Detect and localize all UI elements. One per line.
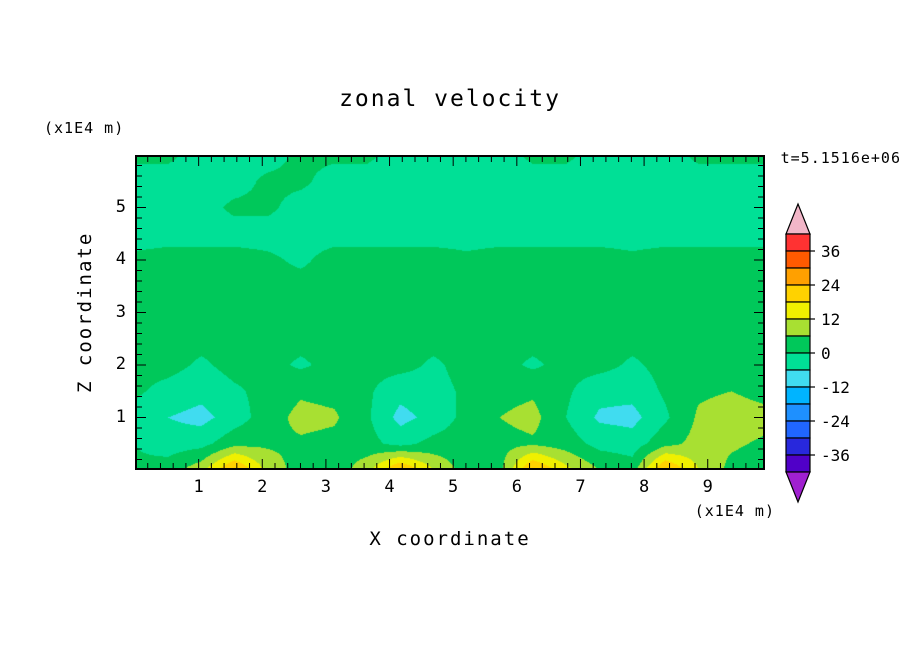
x-tick-label: 8 [638, 477, 650, 497]
colorbar-segment [785, 420, 811, 439]
colorbar-segment [785, 318, 811, 337]
contour-field [135, 155, 765, 470]
colorbar-segment [785, 335, 811, 354]
colorbar-segment [785, 284, 811, 303]
colorbar-label: -36 [821, 446, 850, 465]
x-tick-label: 1 [193, 477, 204, 497]
x-axis-unit-label: (x1E4 m) [694, 502, 775, 520]
y-tick-label: 1 [115, 406, 126, 427]
x-tick-label: 7 [575, 477, 586, 497]
colorbar-segment [785, 250, 811, 269]
time-annotation: t=5.1516e+06 [780, 149, 901, 167]
colorbar-label: 24 [821, 276, 840, 295]
colorbar-label: -12 [821, 378, 850, 397]
colorbar-label: 36 [821, 242, 840, 261]
plot-frame [135, 155, 765, 470]
colorbar-segment [785, 352, 811, 371]
colorbar-segment [785, 386, 811, 405]
colorbar-segment [785, 301, 811, 320]
x-tick-label: 4 [384, 477, 395, 497]
y-tick-label: 5 [115, 196, 126, 217]
x-tick-label: 5 [448, 477, 459, 497]
colorbar-segment [785, 267, 811, 286]
colorbar: 36 24 12 0 -12 -24 -36 [785, 202, 850, 504]
colorbar-arrow-up [785, 202, 811, 235]
x-tick-label: 6 [511, 477, 522, 497]
x-tick-label: 9 [702, 477, 713, 497]
y-tick-label: 4 [115, 249, 126, 269]
x-axis-title: X coordinate [369, 528, 531, 550]
x-tick-label: 2 [257, 477, 268, 497]
colorbar-segment [785, 403, 811, 422]
colorbar-segment [785, 233, 811, 252]
colorbar-segment [785, 454, 811, 473]
colorbar-segment [785, 369, 811, 388]
colorbar-label: 0 [821, 344, 831, 363]
y-tick-label: 3 [115, 301, 126, 322]
colorbar-label: -24 [821, 412, 850, 431]
y-axis-unit-label: (x1E4 m) [44, 119, 125, 137]
colorbar-label: 12 [821, 310, 840, 329]
plot-title: zonal velocity [339, 86, 561, 112]
contour-plot-area [135, 155, 765, 470]
y-tick-label: 2 [115, 354, 126, 374]
colorbar-segment [785, 437, 811, 456]
x-tick-label: 3 [320, 477, 332, 497]
colorbar-arrow-down [785, 471, 811, 504]
